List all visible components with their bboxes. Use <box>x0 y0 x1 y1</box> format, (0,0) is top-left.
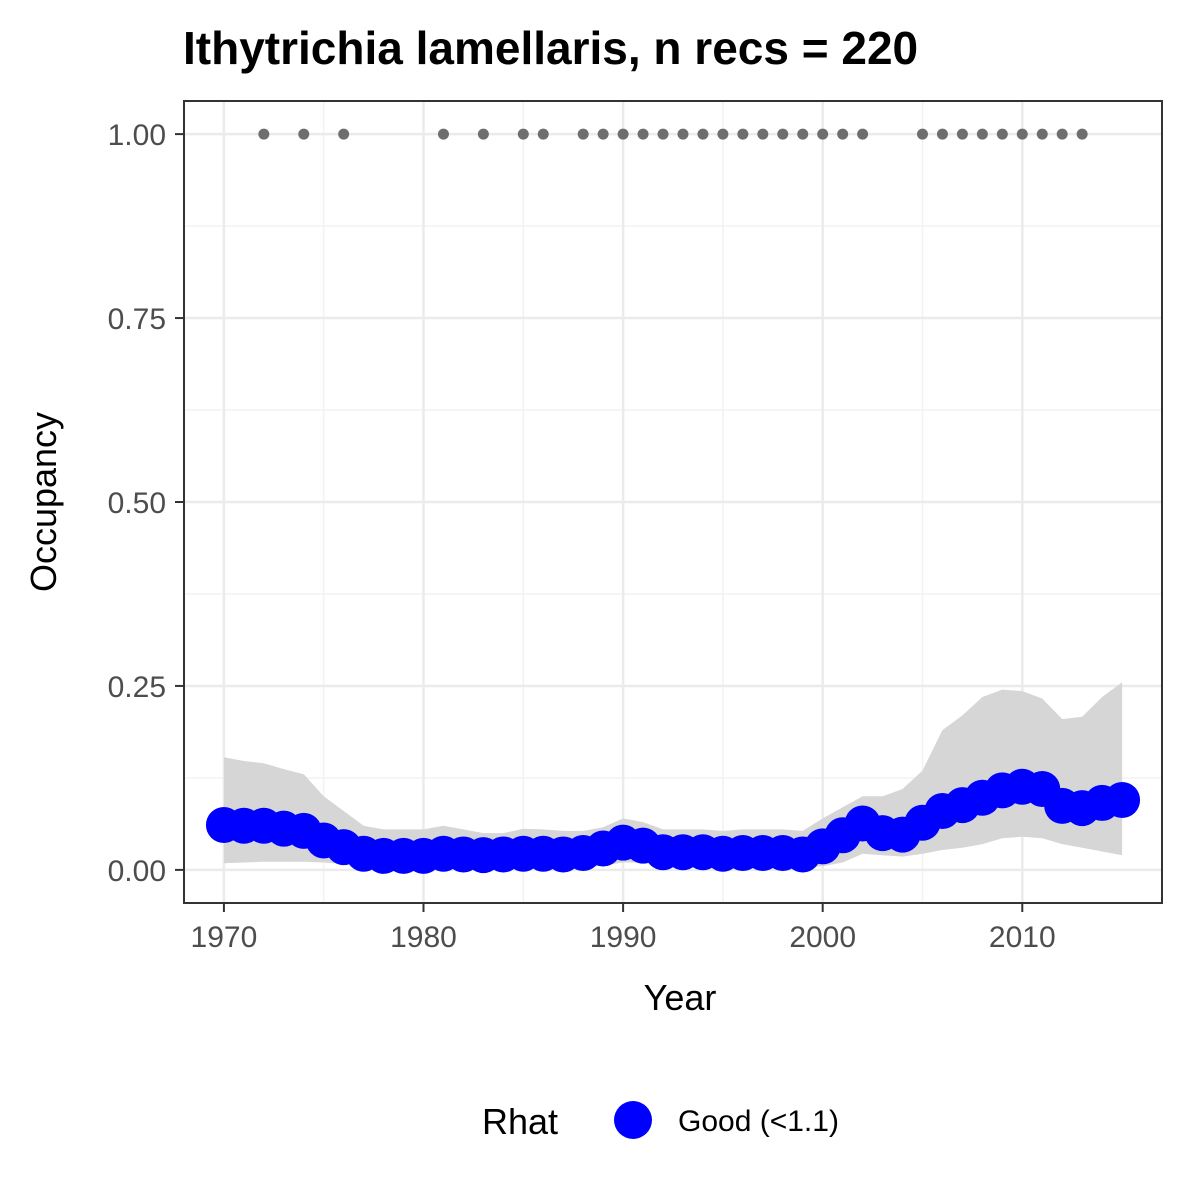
record-point <box>1036 128 1048 140</box>
y-axis-title: Occupancy <box>23 412 64 592</box>
x-tick-label: 2000 <box>789 921 856 954</box>
record-point <box>477 128 489 140</box>
y-tick-label: 0.00 <box>108 855 166 888</box>
record-point <box>617 128 629 140</box>
x-axis: 1970 1980 1990 2000 2010 <box>191 903 1056 954</box>
record-point <box>976 128 988 140</box>
record-point <box>437 128 449 140</box>
legend: Rhat Good (<1.1) <box>482 1101 839 1142</box>
record-point <box>936 128 948 140</box>
record-point <box>837 128 849 140</box>
record-point <box>916 128 928 140</box>
record-point <box>777 128 789 140</box>
record-point <box>857 128 869 140</box>
record-point <box>996 128 1008 140</box>
record-point <box>597 128 609 140</box>
chart-title: Ithytrichia lamellaris, n recs = 220 <box>183 22 918 74</box>
record-point <box>817 128 829 140</box>
record-point <box>956 128 968 140</box>
record-point <box>677 128 689 140</box>
record-point <box>1056 128 1068 140</box>
y-tick-label: 1.00 <box>108 119 166 152</box>
y-axis: 0.00 0.25 0.50 0.75 1.00 <box>108 119 184 888</box>
record-point <box>697 128 709 140</box>
x-tick-label: 1980 <box>390 921 457 954</box>
record-point <box>637 128 649 140</box>
record-point <box>717 128 729 140</box>
x-axis-title: Year <box>644 977 717 1018</box>
legend-title: Rhat <box>482 1101 558 1142</box>
x-tick-label: 2010 <box>989 921 1056 954</box>
record-point <box>258 128 270 140</box>
y-tick-label: 0.50 <box>108 487 166 520</box>
occupancy-points-layer <box>205 768 1141 874</box>
record-point <box>1016 128 1028 140</box>
record-point <box>737 128 749 140</box>
record-point <box>537 128 549 140</box>
y-tick-label: 0.75 <box>108 303 166 336</box>
y-tick-label: 0.25 <box>108 671 166 704</box>
record-point <box>338 128 350 140</box>
x-tick-label: 1990 <box>590 921 657 954</box>
record-point <box>797 128 809 140</box>
legend-label-good: Good (<1.1) <box>678 1105 839 1138</box>
x-tick-label: 1970 <box>191 921 258 954</box>
record-point <box>298 128 310 140</box>
record-points-layer <box>258 128 1088 140</box>
minor-gridlines <box>184 101 1162 903</box>
legend-key-good <box>614 1101 652 1139</box>
occupancy-point <box>1104 781 1141 818</box>
record-point <box>757 128 769 140</box>
record-point <box>517 128 529 140</box>
record-point <box>577 128 589 140</box>
record-point <box>1076 128 1088 140</box>
record-point <box>657 128 669 140</box>
